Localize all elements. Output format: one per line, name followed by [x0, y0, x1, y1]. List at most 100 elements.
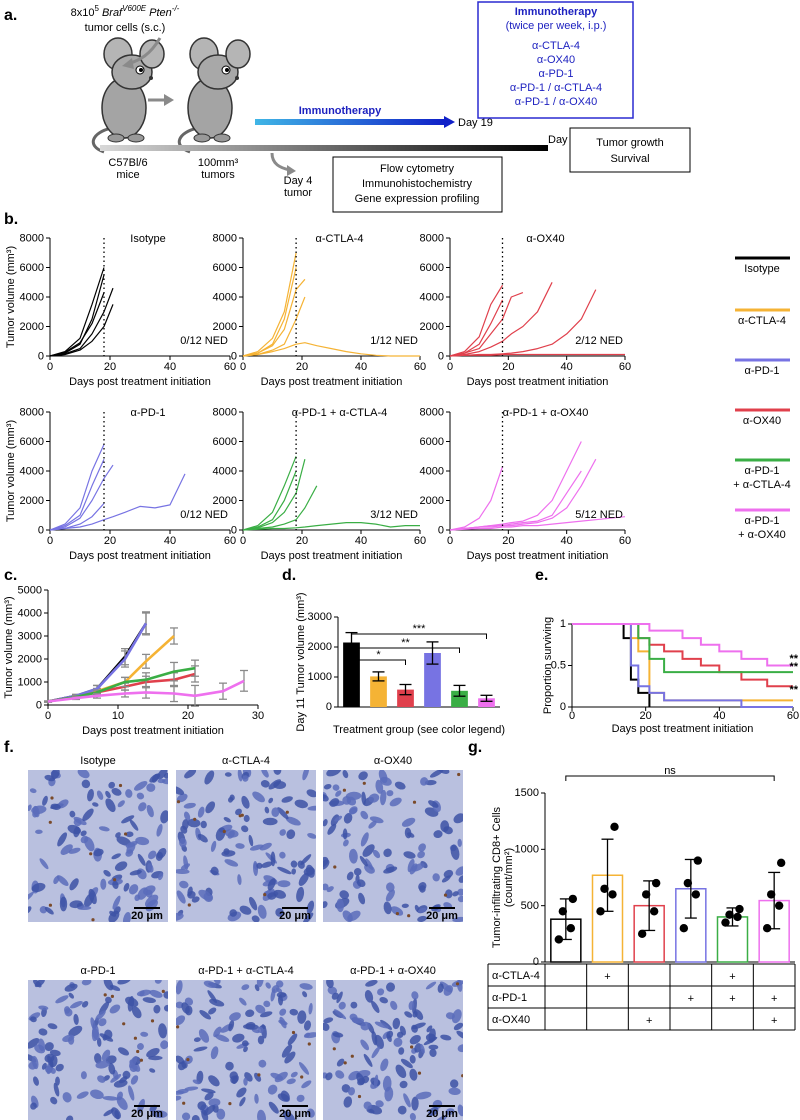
significance: * — [376, 649, 381, 661]
nucleus — [287, 1033, 298, 1046]
y-tick-label: 6000 — [420, 436, 444, 448]
regimen-arm: α-PD-1 — [538, 68, 573, 80]
nucleus — [360, 810, 369, 820]
x-axis-label: Days post treatment initiation — [467, 376, 609, 388]
nucleus — [243, 1023, 259, 1030]
nucleus — [425, 981, 437, 990]
series-line — [449, 289, 597, 357]
nucleus — [327, 986, 338, 995]
nucleus — [197, 806, 205, 818]
nucleus — [98, 1018, 107, 1027]
nucleus — [69, 878, 79, 891]
nucleus — [411, 991, 419, 1000]
series-line — [449, 516, 626, 531]
legend-label: + α-OX40 — [738, 529, 786, 541]
x-tick-label: 0 — [569, 710, 575, 722]
nucleus — [176, 1001, 184, 1009]
nucleus — [236, 1087, 247, 1098]
nucleus — [183, 802, 196, 809]
legend-label: Isotype — [744, 263, 779, 275]
nucleus — [81, 779, 91, 789]
strain-label: mice — [116, 169, 139, 181]
y-tick-label: 0 — [231, 351, 237, 363]
nucleus — [205, 801, 216, 814]
nucleus — [94, 1053, 102, 1064]
nucleus — [268, 1101, 279, 1114]
nucleus — [409, 1034, 421, 1045]
nucleus — [443, 985, 454, 996]
nucleus — [373, 1074, 379, 1088]
nucleus — [404, 1011, 413, 1018]
nucleus — [285, 816, 301, 826]
data-point — [721, 918, 730, 927]
micrograph — [323, 980, 463, 1120]
nucleus — [198, 889, 213, 901]
data-point — [610, 822, 619, 831]
mouse-icon — [91, 36, 166, 154]
nucleus — [214, 1034, 230, 1042]
panel-label: e. — [535, 567, 548, 584]
nucleus — [176, 1095, 182, 1101]
stained-cell — [103, 993, 107, 997]
nucleus — [368, 793, 380, 803]
x-tick-label: 0 — [447, 361, 453, 373]
nucleus — [117, 800, 125, 808]
nucleus — [101, 1049, 111, 1061]
y-tick-label: 8000 — [213, 407, 237, 419]
survival-curve — [572, 623, 793, 667]
tumor-size-label: 100mm³ — [198, 157, 239, 169]
outcome-text: Tumor growth — [596, 137, 663, 149]
y-tick-label: 4000 — [420, 292, 444, 304]
nucleus — [257, 1026, 264, 1034]
x-tick-label: 40 — [164, 535, 176, 547]
nucleus — [81, 980, 92, 986]
series-line — [49, 304, 114, 357]
cells-count: 8x10 — [71, 7, 95, 19]
y-axis-label: Day 11 Tumor volume (mm³) — [295, 592, 307, 731]
scale-bar-label: 20 μm — [279, 1108, 311, 1120]
stained-cell — [300, 1075, 304, 1079]
bar — [343, 642, 360, 707]
nucleus — [342, 828, 348, 840]
nucleus — [103, 869, 111, 877]
nucleus — [258, 1059, 267, 1068]
nucleus — [271, 807, 280, 817]
y-tick-label: 8000 — [420, 233, 444, 245]
nucleus — [130, 1075, 139, 1085]
nucleus — [296, 1094, 305, 1103]
x-tick-label: 0 — [240, 535, 246, 547]
stained-cell — [417, 1071, 422, 1075]
nucleus — [28, 906, 32, 914]
nucleus — [93, 848, 104, 857]
nucleus — [257, 904, 267, 919]
nucleus — [299, 983, 313, 990]
nucleus — [301, 1080, 312, 1089]
nucleus — [31, 882, 46, 893]
table-cell: + — [771, 1015, 777, 1027]
nucleus — [335, 1070, 345, 1079]
nucleus — [383, 901, 392, 915]
nucleus — [235, 843, 245, 849]
nucleus — [134, 894, 141, 902]
nucleus — [128, 1085, 135, 1101]
significance-bracket — [565, 775, 775, 781]
nucleus — [136, 989, 152, 997]
stained-cell — [48, 820, 52, 824]
stained-cell — [395, 912, 399, 916]
nucleus — [96, 790, 104, 800]
nucleus — [137, 887, 149, 900]
data-point — [725, 910, 734, 919]
nucleus — [176, 890, 186, 904]
nucleus — [296, 886, 305, 903]
nucleus — [224, 859, 239, 867]
nucleus — [302, 991, 308, 998]
data-point — [776, 858, 786, 868]
y-tick-label: 500 — [521, 900, 539, 912]
nucleus — [38, 1028, 48, 1036]
day4-label: Day 4 — [284, 175, 313, 187]
scale-bar-label: 20 μm — [131, 910, 163, 922]
nucleus — [372, 849, 381, 859]
nucleus — [243, 814, 250, 823]
nucleus — [35, 829, 43, 835]
panel-label: b. — [4, 211, 18, 228]
